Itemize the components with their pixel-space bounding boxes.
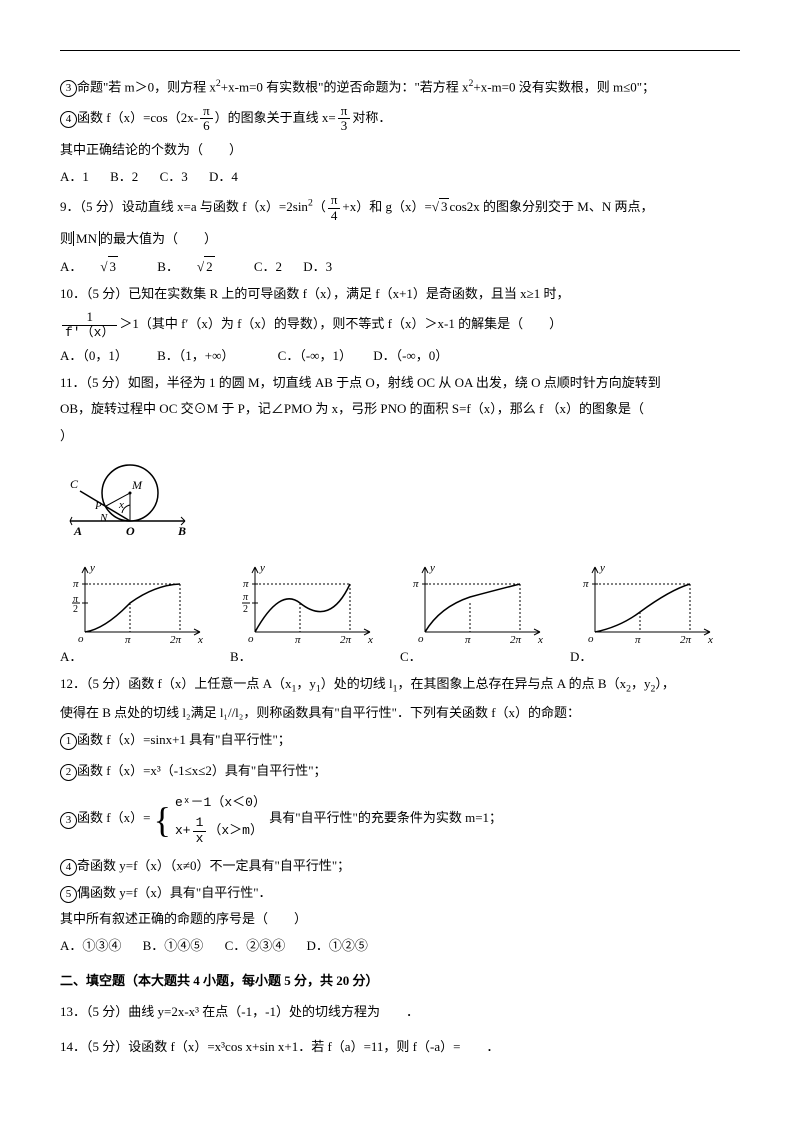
q11-line1: 11．（5 分）如图，半径为 1 的圆 M，切直线 AB 于点 O，射线 OC … [60, 373, 740, 394]
svg-text:x: x [537, 634, 543, 646]
svg-text:O: O [126, 524, 135, 538]
svg-text:π: π [583, 578, 589, 590]
svg-text:o: o [588, 633, 594, 645]
svg-text:C: C [70, 477, 79, 491]
svg-text:y: y [429, 562, 435, 574]
svg-text:2π: 2π [680, 634, 692, 646]
svg-text:π: π [295, 634, 301, 646]
svg-text:x: x [707, 634, 713, 646]
q14-text: 14．（5 分）设函数 f（x）=x³cos x+sin x+1．若 f（a）=… [60, 1037, 740, 1058]
q9-text: 9．（5 分）设动直线 x=a 与函数 f（x）=2sin2（π4+x）和 g（… [60, 193, 740, 223]
svg-text:x: x [118, 499, 124, 511]
svg-text:A: A [73, 524, 82, 538]
svg-text:P: P [94, 500, 102, 512]
q11-graph-options: yx π π 2 o π 2π A． yx π π2 o π 2π B． yx … [60, 557, 740, 668]
svg-text:x: x [367, 634, 373, 646]
svg-text:y: y [599, 562, 605, 574]
svg-text:π: π [465, 634, 471, 646]
svg-text:N: N [99, 512, 108, 524]
q11-line2: OB，旋转过程中 OC 交⊙M 于 P，记∠PMO 为 x，弓形 PNO 的面积… [60, 399, 740, 420]
svg-text:π: π [243, 578, 249, 590]
q11-line3: ） [60, 426, 740, 447]
q4-text: 函数 f（x）=cos（2x- [77, 110, 198, 125]
svg-text:o: o [248, 633, 254, 645]
svg-text:B: B [177, 524, 186, 538]
svg-text:π: π [73, 578, 79, 590]
svg-text:y: y [89, 562, 95, 574]
svg-text:o: o [78, 633, 84, 645]
svg-text:2π: 2π [510, 634, 522, 646]
options-10: A．（0，1） B．（1，+∞） C．（-∞，1） D．（-∞，0） [60, 346, 740, 367]
q13-text: 13．（5 分）曲线 y=2x-x³ 在点（-1，-1）处的切线方程为 ． [60, 1002, 740, 1023]
q12-line1: 12．（5 分）函数 f（x）上任意一点 A（x1，y1）处的切线 l1，在其图… [60, 674, 740, 697]
svg-text:π: π [635, 634, 641, 646]
svg-text:π: π [243, 592, 249, 603]
conclusion-question: 其中正确结论的个数为（ ） [60, 140, 740, 161]
options-conclusion: A．1 B．2 C．3 D．4 [60, 167, 740, 188]
svg-text:x: x [197, 634, 203, 646]
svg-text:2π: 2π [170, 634, 182, 646]
q10-line1: 10．（5 分）已知在实数集 R 上的可导函数 f（x），满足 f（x+1）是奇… [60, 284, 740, 305]
svg-text:π: π [125, 634, 131, 646]
svg-text:y: y [259, 562, 265, 574]
options-9: A．√3 B．√2 C．2 D．3 [60, 256, 740, 278]
svg-text:o: o [418, 633, 424, 645]
section-2-title: 二、填空题（本大题共 4 小题，每小题 5 分，共 20 分） [60, 971, 740, 992]
svg-text:2: 2 [73, 604, 78, 615]
svg-text:2π: 2π [340, 634, 352, 646]
svg-text:2: 2 [243, 604, 248, 615]
circle-diagram: M C P N x A O B [60, 453, 740, 553]
svg-text:π: π [413, 578, 419, 590]
options-12: A．①③④ B．①④⑤ C．②③④ D．①②⑤ [60, 936, 740, 957]
svg-text:M: M [131, 478, 143, 492]
q3-text: 命题"若 m＞0，则方程 x [77, 79, 216, 94]
